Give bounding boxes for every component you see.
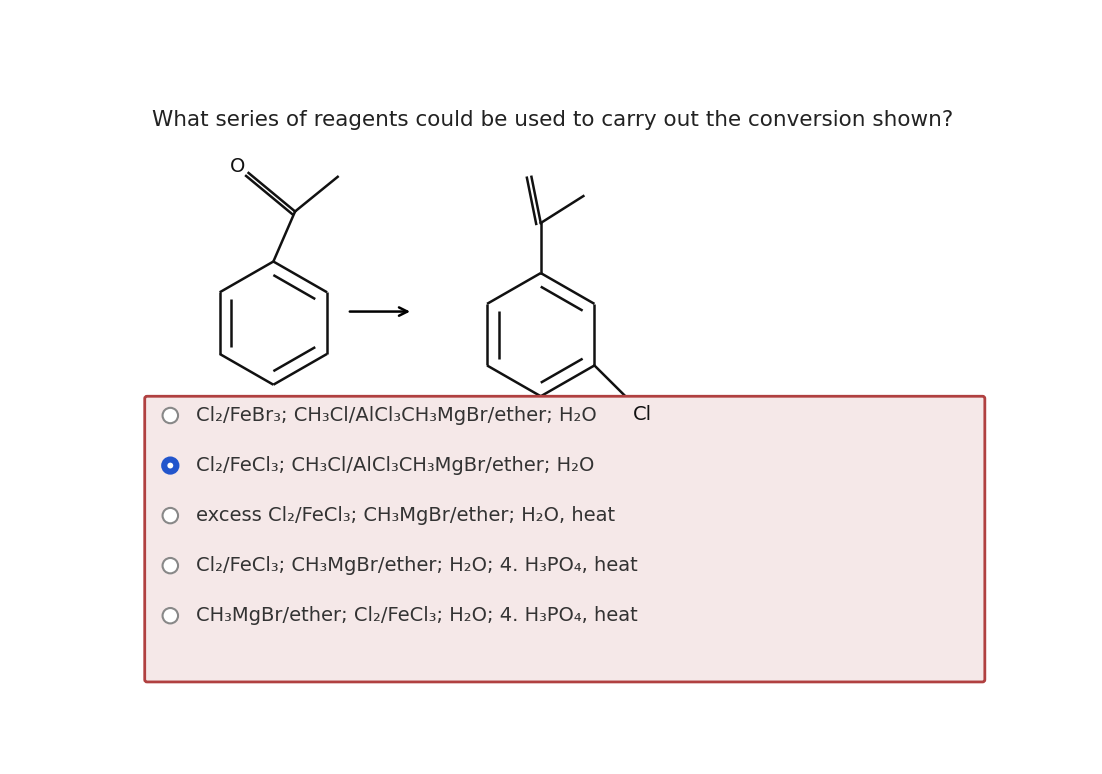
Circle shape — [163, 558, 179, 574]
Circle shape — [163, 608, 179, 623]
Circle shape — [163, 508, 179, 523]
Text: excess Cl₂/FeCl₃; CH₃MgBr/ether; H₂O, heat: excess Cl₂/FeCl₃; CH₃MgBr/ether; H₂O, he… — [196, 506, 615, 525]
Circle shape — [168, 463, 173, 468]
Text: What series of reagents could be used to carry out the conversion shown?: What series of reagents could be used to… — [152, 110, 953, 130]
Text: CH₃MgBr/ether; Cl₂/FeCl₃; H₂O; 4. H₃PO₄, heat: CH₃MgBr/ether; Cl₂/FeCl₃; H₂O; 4. H₃PO₄,… — [196, 606, 638, 625]
Circle shape — [163, 458, 179, 473]
Text: Cl₂/FeBr₃; CH₃Cl/AlCl₃CH₃MgBr/ether; H₂O: Cl₂/FeBr₃; CH₃Cl/AlCl₃CH₃MgBr/ether; H₂O — [196, 406, 596, 425]
Circle shape — [163, 408, 179, 423]
FancyBboxPatch shape — [144, 396, 985, 682]
Text: O: O — [230, 157, 246, 176]
Text: Cl: Cl — [634, 405, 652, 423]
Text: Cl₂/FeCl₃; CH₃Cl/AlCl₃CH₃MgBr/ether; H₂O: Cl₂/FeCl₃; CH₃Cl/AlCl₃CH₃MgBr/ether; H₂O — [196, 456, 594, 475]
Text: Cl₂/FeCl₃; CH₃MgBr/ether; H₂O; 4. H₃PO₄, heat: Cl₂/FeCl₃; CH₃MgBr/ether; H₂O; 4. H₃PO₄,… — [196, 557, 638, 575]
